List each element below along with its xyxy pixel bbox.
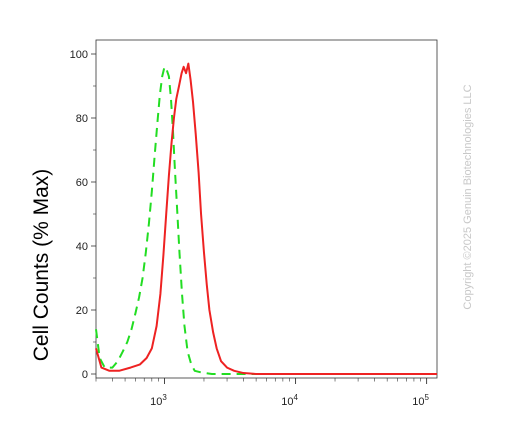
plot-frame [95, 39, 438, 379]
x-tick-base: 10 [412, 396, 424, 408]
y-axis-ticks: 0 20 40 60 80 100 [70, 49, 96, 381]
x-tick-exponent: 4 [293, 393, 298, 402]
y-axis-title: Cell Counts (% Max) [30, 169, 53, 362]
x-tick-base: 10 [281, 396, 293, 408]
copyright-watermark: Copyright ©2025 Genuin Biotechnologies L… [462, 84, 474, 309]
series-layer [95, 62, 437, 375]
x-axis-ticks: 103 104 105 [95, 378, 430, 408]
x-tick-exponent: 3 [162, 393, 167, 402]
x-tick-label: 105 [412, 393, 429, 408]
y-tick-label: 40 [76, 241, 88, 253]
x-tick-base: 10 [150, 396, 162, 408]
y-tick-label: 80 [76, 113, 88, 125]
x-tick-label: 103 [150, 393, 167, 408]
y-tick-label: 60 [76, 177, 88, 189]
x-tick-exponent: 5 [425, 393, 430, 402]
y-tick-label: 0 [82, 369, 88, 381]
control-histogram-line [95, 65, 437, 375]
y-tick-label: 100 [70, 49, 88, 61]
y-tick-label: 20 [76, 305, 88, 317]
x-tick-label: 104 [281, 393, 298, 408]
sample-histogram-line [95, 62, 437, 375]
